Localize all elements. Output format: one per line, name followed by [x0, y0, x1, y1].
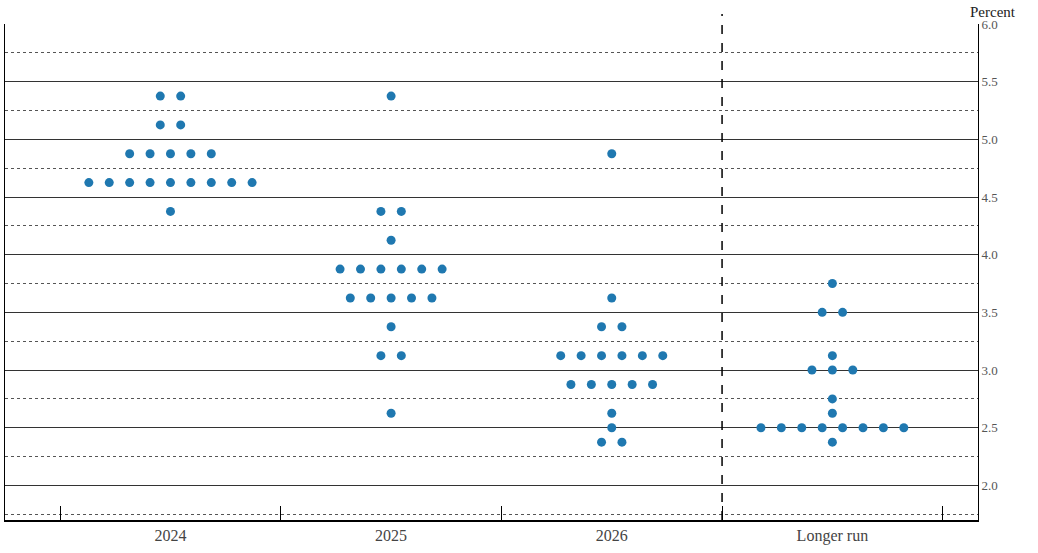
- svg-text:2.0: 2.0: [982, 478, 998, 493]
- svg-text:5.5: 5.5: [982, 74, 998, 89]
- svg-text:3.5: 3.5: [982, 305, 998, 320]
- svg-text:5.0: 5.0: [982, 132, 998, 147]
- svg-text:6.0: 6.0: [982, 17, 998, 32]
- svg-text:4.5: 4.5: [982, 190, 998, 205]
- svg-text:2025: 2025: [375, 527, 407, 544]
- svg-text:Longer run: Longer run: [797, 527, 869, 545]
- svg-text:2.5: 2.5: [982, 420, 998, 435]
- svg-text:Percent: Percent: [970, 4, 1016, 20]
- svg-text:3.0: 3.0: [982, 363, 998, 378]
- svg-text:2026: 2026: [596, 527, 628, 544]
- svg-text:4.0: 4.0: [982, 247, 998, 262]
- svg-text:2024: 2024: [154, 527, 186, 544]
